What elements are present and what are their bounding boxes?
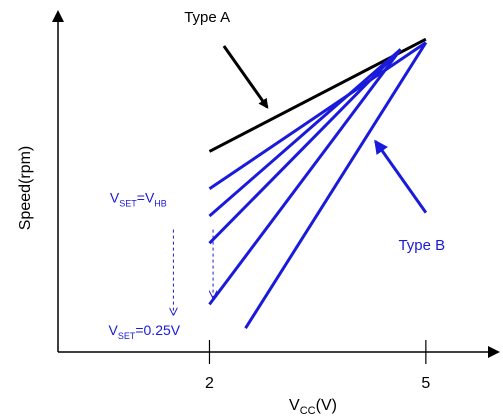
series-line-type-b-5	[244, 41, 428, 330]
series-line-type-b-1	[208, 41, 427, 191]
series-line-type-b-3	[208, 48, 402, 245]
type-a-label: Type A	[184, 9, 230, 26]
series-line-type-b-4	[208, 48, 402, 306]
type-a-arrow	[222, 45, 269, 109]
annotations-layer	[173, 45, 428, 315]
x-tick-label: 2	[205, 375, 214, 392]
series-line-type-b-2	[208, 48, 402, 218]
x-axis-label: VCC(V)	[289, 397, 337, 416]
series-layer	[208, 37, 428, 330]
type-b-arrow	[374, 139, 428, 214]
vset-025v-label: VSET=0.25V	[108, 322, 180, 341]
type-b-label: Type B	[398, 237, 445, 254]
vset-vhb-label: VSET=VHB	[110, 189, 167, 208]
y-axis-label: Speed(rpm)	[17, 146, 34, 230]
x-tick-label: 5	[421, 375, 430, 392]
